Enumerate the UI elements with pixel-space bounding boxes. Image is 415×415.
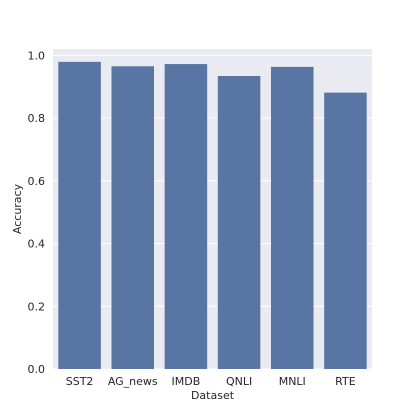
x-tick-label: QNLI [226,375,252,388]
x-axis-ticks: SST2 AG_news IMDB QNLI MNLI RTE [66,375,356,388]
y-tick-label: 0.4 [28,238,46,251]
y-tick-label: 1.0 [28,49,46,62]
plot-area [53,49,372,369]
y-axis-label: Accuracy [11,183,24,234]
x-tick-label: IMDB [172,375,201,388]
bar-rte [324,92,367,369]
gridlines [53,54,372,370]
y-tick-label: 0.6 [28,175,46,188]
bar-imdb [164,64,208,369]
y-tick-label: 0.0 [28,363,46,376]
bar-mnli [270,66,314,369]
x-tick-label: SST2 [66,375,94,388]
bar-sst2 [58,61,101,370]
bar-ag-news [111,66,155,369]
y-axis-ticks: 0.0 0.2 0.4 0.6 0.8 1.0 [28,49,46,376]
bars [58,61,367,370]
x-axis-label: Dataset [191,389,235,402]
x-tick-label: MNLI [279,375,306,388]
y-tick-label: 0.8 [28,112,46,125]
bar-qnli [217,75,261,369]
x-tick-label: RTE [335,375,356,388]
y-tick-label: 0.2 [28,300,46,313]
x-tick-label: AG_news [108,375,158,388]
